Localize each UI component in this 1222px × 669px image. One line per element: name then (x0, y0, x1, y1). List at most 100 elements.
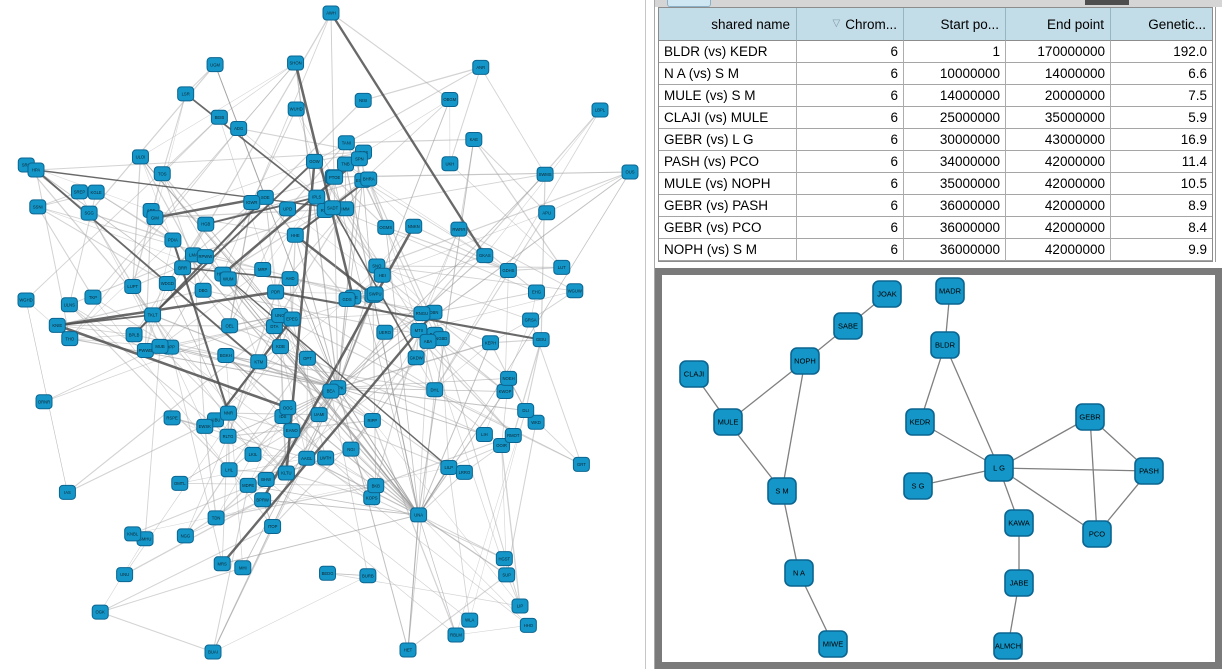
table-cell[interactable]: 6 (797, 41, 904, 63)
graph-edge[interactable] (88, 212, 174, 241)
graph-node[interactable]: OBGM (441, 92, 459, 108)
graph-edge[interactable] (69, 239, 174, 339)
graph-edge[interactable] (327, 572, 521, 607)
table-cell[interactable]: 43000000 (1006, 129, 1111, 151)
graph-node[interactable]: RBLM (447, 627, 465, 643)
preview-node-BLDR[interactable]: BLDR (930, 331, 960, 359)
table-row[interactable]: N A (vs) S M 6 10000000 14000000 6.6 (659, 63, 1212, 85)
graph-edge[interactable] (433, 291, 537, 313)
graph-node[interactable]: LUT (553, 259, 571, 275)
graph-edge[interactable] (359, 158, 387, 228)
graph-node[interactable]: NGI (342, 441, 360, 457)
graph-node[interactable]: NNR (219, 405, 237, 421)
table-row[interactable]: PASH (vs) PCO 6 34000000 42000000 11.4 (659, 151, 1212, 173)
graph-edge[interactable] (332, 207, 537, 293)
graph-edge[interactable] (227, 235, 296, 437)
graph-edge[interactable] (368, 178, 485, 256)
preview-node-S-M[interactable]: S M (767, 477, 797, 505)
graph-node[interactable]: GDHS (499, 263, 517, 279)
graph-edge[interactable] (363, 66, 481, 101)
graph-node[interactable]: BGKH (217, 347, 235, 363)
graph-edge[interactable] (215, 454, 254, 519)
graph-node[interactable]: RMOT (504, 428, 522, 444)
preview-node-KAWA[interactable]: KAWA (1004, 509, 1034, 537)
graph-edge[interactable] (334, 171, 631, 178)
table-cell[interactable]: 30000000 (904, 129, 1006, 151)
graph-edge[interactable] (540, 174, 546, 340)
graph-edge[interactable] (385, 227, 420, 515)
graph-edge[interactable] (171, 417, 307, 459)
graph-edge[interactable] (219, 62, 296, 118)
toolbar-button-fragment[interactable] (667, 0, 711, 7)
graph-edge[interactable] (418, 342, 492, 516)
graph-edge[interactable] (264, 99, 364, 198)
preview-node-MULE[interactable]: MULE (713, 408, 743, 436)
graph-node[interactable]: ULNS (60, 297, 78, 313)
graph-edge[interactable] (37, 206, 263, 270)
column-header-genetic[interactable]: Genetic... (1111, 8, 1212, 41)
table-cell[interactable]: 6.6 (1111, 63, 1212, 85)
table-cell[interactable]: 14000000 (904, 85, 1006, 107)
table-cell[interactable]: 6 (797, 129, 904, 151)
preview-edge[interactable] (998, 467, 1098, 535)
table-cell[interactable]: 34000000 (904, 151, 1006, 173)
graph-node[interactable]: OMTL (171, 475, 189, 491)
graph-edge[interactable] (458, 228, 537, 293)
graph-edge[interactable] (337, 173, 546, 388)
graph-node[interactable]: AHD (281, 271, 299, 287)
table-cell[interactable]: 7.5 (1111, 85, 1212, 107)
graph-node[interactable]: WLA (461, 612, 479, 628)
graph-edge[interactable] (212, 485, 249, 653)
graph-node[interactable]: SSNI (29, 199, 47, 215)
graph-node[interactable]: RPWW (196, 249, 214, 265)
graph-node[interactable]: OPT (298, 350, 316, 366)
filter-icon[interactable]: ▽ (832, 18, 841, 29)
table-cell[interactable]: GEBR (vs) PASH (659, 195, 797, 217)
graph-node[interactable]: AWH (322, 5, 340, 21)
table-cell[interactable]: 6 (797, 151, 904, 173)
graph-node[interactable]: UAMI (310, 407, 328, 423)
graph-node[interactable]: LIH (475, 427, 493, 443)
graph-node[interactable]: TANI (337, 135, 355, 151)
graph-edge[interactable] (225, 355, 284, 417)
graph-edge[interactable] (376, 171, 631, 267)
graph-node[interactable]: IGWR (243, 195, 261, 211)
graph-edge[interactable] (512, 339, 542, 436)
graph-edge[interactable] (449, 67, 482, 164)
graph-node[interactable]: SHON (287, 55, 305, 71)
graph-edge[interactable] (275, 291, 542, 341)
graph-edge[interactable] (67, 419, 216, 493)
graph-edge[interactable] (154, 161, 315, 218)
graph-node[interactable]: RWRR (450, 221, 468, 237)
graph-edge[interactable] (448, 467, 471, 621)
graph-node[interactable]: EHG (527, 284, 545, 300)
graph-edge[interactable] (228, 469, 273, 527)
graph-node[interactable]: BEA (322, 383, 340, 399)
graph-edge[interactable] (166, 283, 229, 414)
table-cell[interactable]: 9.9 (1111, 239, 1212, 261)
graph-node[interactable]: LBPL (591, 102, 609, 118)
graph-edge[interactable] (371, 420, 457, 636)
graph-node[interactable]: WDGD (158, 275, 176, 291)
graph-node[interactable]: TKP (84, 289, 102, 305)
preview-node-SABE[interactable]: SABE (833, 312, 863, 340)
graph-edge[interactable] (161, 93, 187, 174)
graph-node[interactable]: UNA (410, 507, 428, 523)
graph-edge[interactable] (484, 109, 601, 256)
graph-edge[interactable] (418, 391, 506, 516)
graph-node[interactable]: KEPH (482, 335, 500, 351)
graph-node[interactable]: HET (399, 642, 417, 658)
graph-node[interactable]: OOG (279, 400, 297, 416)
graph-edge[interactable] (69, 304, 146, 351)
graph-edge[interactable] (421, 229, 460, 314)
graph-edge[interactable] (212, 575, 369, 653)
graph-edge[interactable] (152, 314, 206, 427)
table-cell[interactable]: 5.9 (1111, 107, 1212, 129)
graph-node[interactable]: MRS (213, 556, 231, 572)
graph-edge[interactable] (221, 311, 435, 565)
table-cell[interactable]: 8.4 (1111, 217, 1212, 239)
graph-edge[interactable] (421, 109, 601, 314)
preview-node-L-G[interactable]: L G (984, 454, 1014, 482)
graph-edge[interactable] (362, 99, 451, 181)
graph-edge[interactable] (225, 355, 419, 516)
